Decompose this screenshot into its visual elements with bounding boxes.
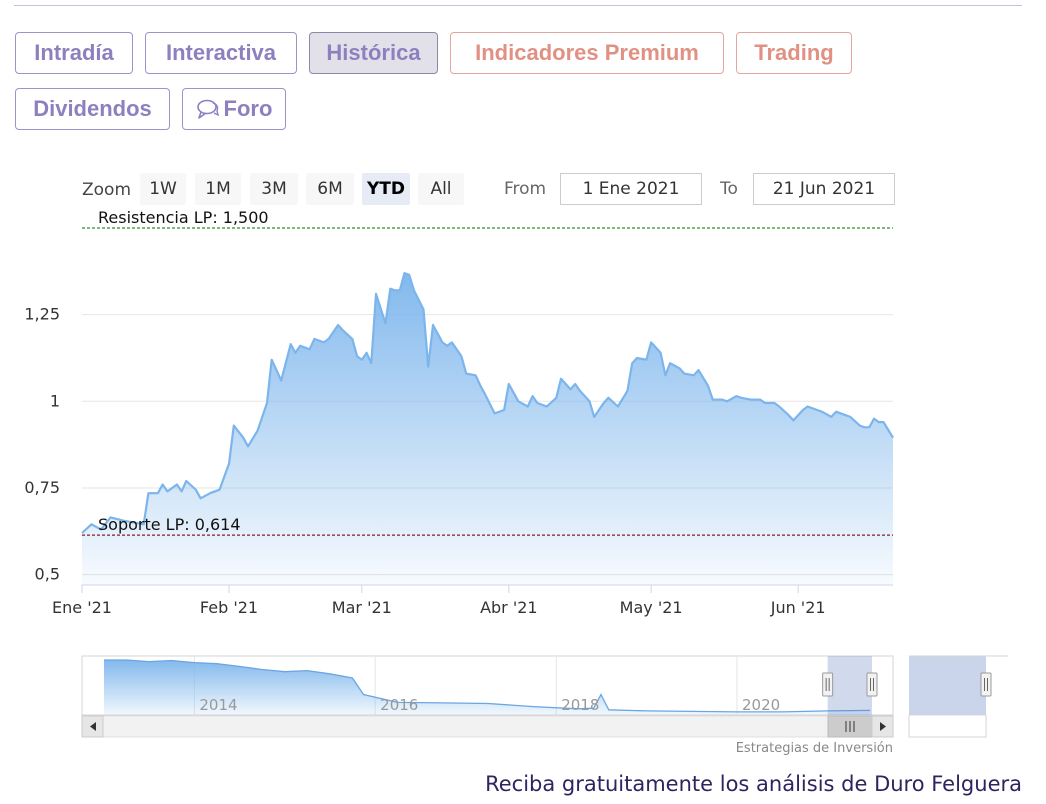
- tab-foro-label: Foro: [223, 96, 273, 121]
- tab-intradia[interactable]: Intradía: [15, 32, 133, 74]
- top-divider: [14, 5, 1022, 6]
- x-tick-label: Mar '21: [332, 598, 392, 617]
- tab-trading-label: Trading: [754, 40, 834, 65]
- zoom-6m-button[interactable]: 6M: [306, 173, 354, 205]
- tab-dividendos[interactable]: Dividendos: [15, 88, 170, 130]
- x-tick-label: Abr '21: [480, 598, 538, 617]
- navigator-handle: [822, 672, 834, 697]
- x-axis-ticks: Ene '21 Feb '21 Mar '21 Abr '21 May '21 Jun '…: [52, 585, 826, 617]
- zoom-1w-label: 1W: [149, 179, 177, 199]
- support-label: Soporte LP: 0,614: [98, 515, 241, 534]
- zoom-all-label: All: [430, 179, 452, 199]
- tab-dividendos-label: Dividendos: [33, 96, 152, 121]
- tab-interactiva-label: Interactiva: [165, 40, 277, 65]
- zoom-ytd-label: YTD: [366, 179, 406, 199]
- zoom-6m-label: 6M: [317, 179, 343, 199]
- tab-historica-label: Histórica: [326, 40, 421, 65]
- grid-lines: [82, 314, 893, 576]
- y-tick-label: 0,75: [24, 478, 60, 497]
- navigator-year-label: 2014: [199, 696, 237, 714]
- scrollbar-thumb: [827, 715, 873, 738]
- chat-bubbles-icon: [196, 99, 219, 119]
- zoom-1w-button[interactable]: 1W: [140, 173, 186, 205]
- navigator: 2014 2016 2018 2020 Estrategias de Inversión: [81, 655, 1008, 756]
- navigator-frame: [81, 655, 894, 716]
- navigator-year-label: 2018: [561, 696, 599, 714]
- from-date-value: 1 Ene 2021: [582, 179, 680, 199]
- zoom-ytd-button[interactable]: YTD: [362, 173, 410, 205]
- annotations: Resistencia LP: 1,500 Soporte LP: 0,614: [82, 208, 893, 536]
- chart-credit: Estrategias de Inversión: [736, 741, 893, 756]
- x-tick-label: May '21: [620, 598, 683, 617]
- to-label: To: [720, 179, 738, 199]
- scrollbar-track: [81, 715, 894, 738]
- navigator-year-label: 2020: [742, 696, 780, 714]
- price-area-fill: [82, 273, 893, 585]
- chevron-right-icon: [880, 722, 886, 731]
- navigator-handle: [866, 672, 878, 697]
- tab-indicadores-premium[interactable]: Indicadores Premium: [450, 32, 724, 74]
- tab-interactiva[interactable]: Interactiva: [145, 32, 297, 74]
- tab-intradia-label: Intradía: [34, 40, 114, 65]
- tab-trading[interactable]: Trading: [736, 32, 852, 74]
- tab-historica[interactable]: Histórica: [309, 32, 438, 74]
- x-tick-label: Feb '21: [200, 598, 258, 617]
- to-date-input[interactable]: 21 Jun 2021: [753, 173, 895, 205]
- tab-indicadores-label: Indicadores Premium: [475, 40, 699, 65]
- zoom-1m-button[interactable]: 1M: [195, 173, 241, 205]
- price-series-line: [81, 272, 894, 534]
- scrollbar-left-button: [81, 715, 104, 738]
- zoom-1m-label: 1M: [205, 179, 231, 199]
- navigator-line: [104, 659, 871, 713]
- price-area: [81, 272, 894, 586]
- y-tick-label: 1: [50, 391, 60, 410]
- navigator-area: [104, 660, 870, 715]
- y-axis-ticks: 0,5 0,75 1 1,25: [24, 305, 60, 584]
- scrollbar-right-button: [871, 715, 894, 738]
- y-tick-label: 0,5: [35, 565, 60, 584]
- to-date-value: 21 Jun 2021: [772, 179, 876, 199]
- navigator-selection: [827, 656, 872, 715]
- from-label: From: [504, 179, 547, 199]
- navigator-overflow-panel: [909, 656, 986, 715]
- navigator-overflow-handle: [980, 672, 992, 697]
- chevron-left-icon: [90, 722, 96, 731]
- navigator-year-label: 2016: [380, 696, 418, 714]
- x-tick-label: Jun '21: [770, 598, 826, 617]
- footer-cta: Reciba gratuitamente los análisis de Dur…: [485, 772, 1022, 796]
- zoom-3m-button[interactable]: 3M: [250, 173, 298, 205]
- zoom-label: Zoom: [82, 180, 132, 200]
- from-date-input[interactable]: 1 Ene 2021: [560, 173, 702, 205]
- x-tick-label: Ene '21: [52, 598, 112, 617]
- zoom-all-button[interactable]: All: [418, 173, 464, 205]
- resistance-label: Resistencia LP: 1,500: [98, 208, 269, 227]
- tab-foro[interactable]: Foro: [182, 88, 286, 130]
- zoom-3m-label: 3M: [261, 179, 287, 199]
- navigator-overflow-lower: [908, 714, 987, 738]
- y-tick-label: 1,25: [24, 305, 60, 324]
